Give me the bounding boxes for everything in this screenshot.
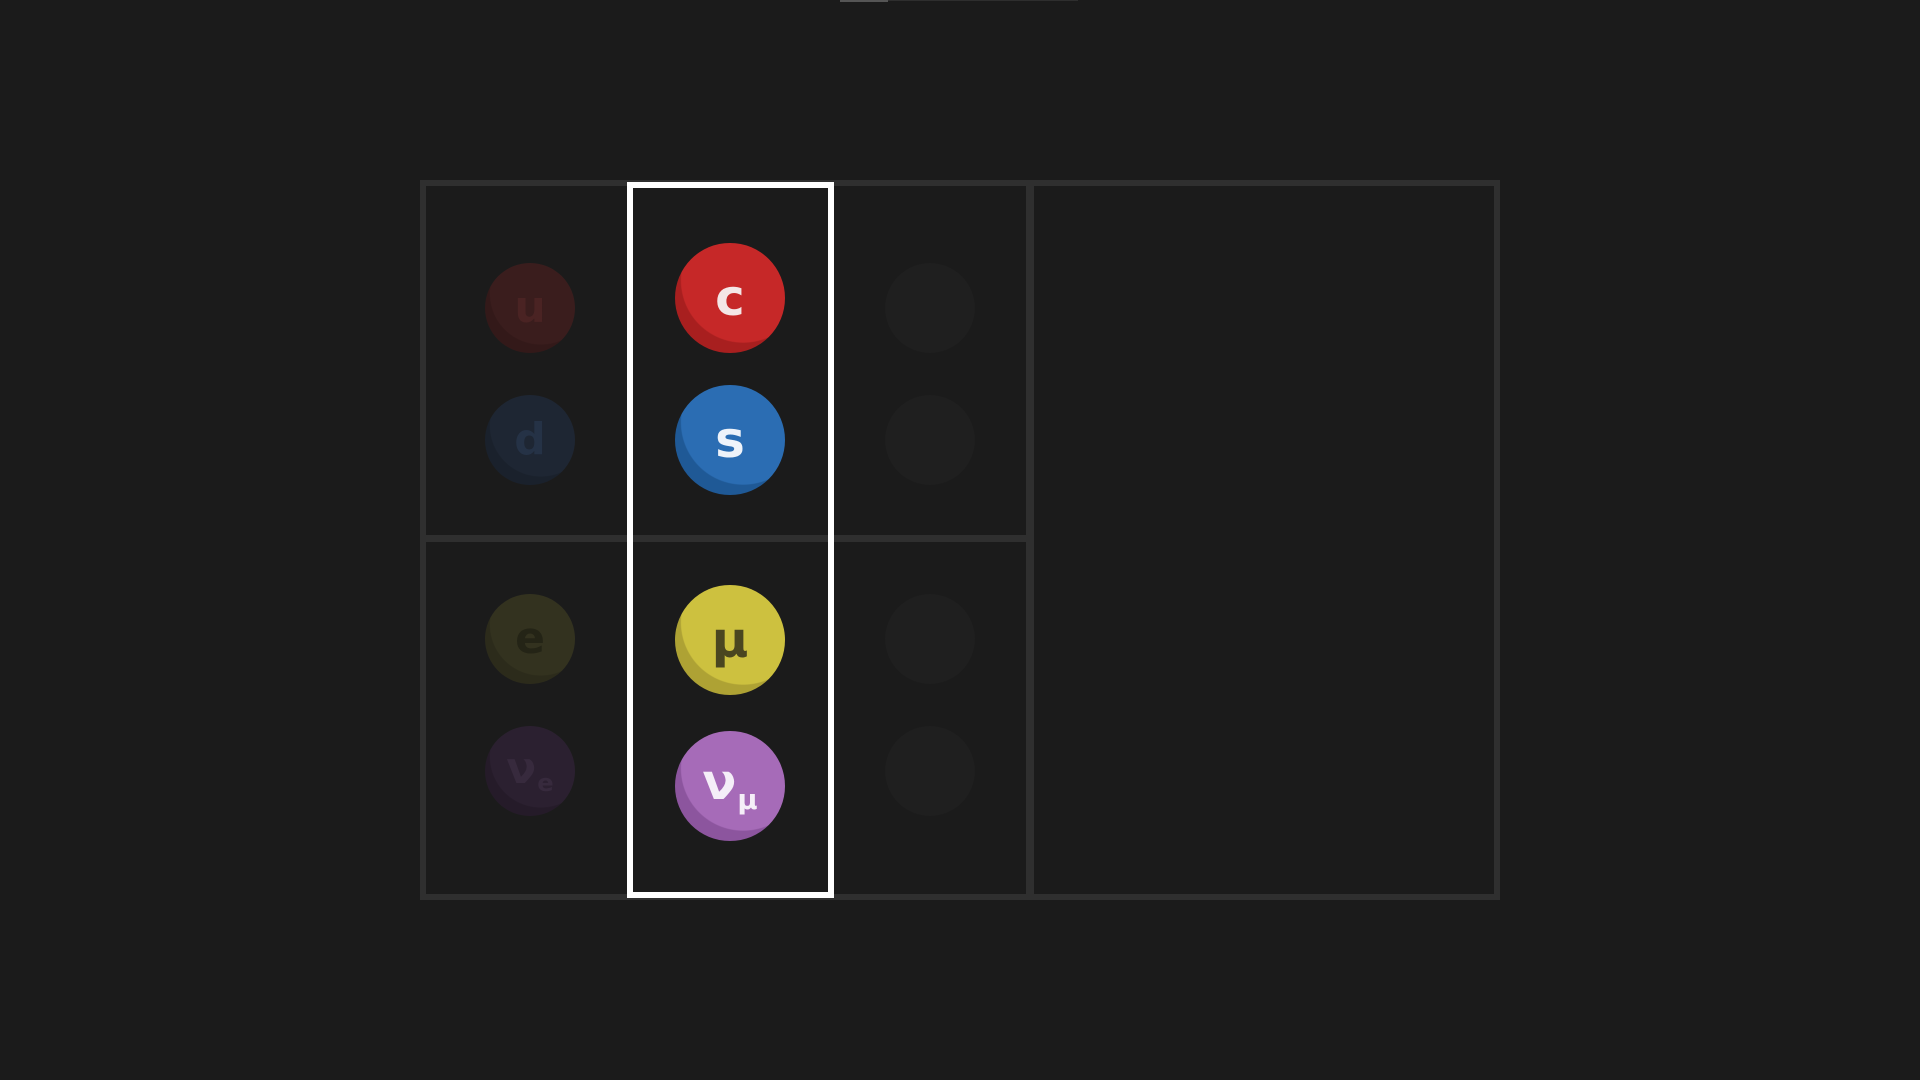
electron-particle: e <box>485 594 575 684</box>
down-quark-particle: d <box>485 395 575 485</box>
muon-neutrino-symbol: ν <box>702 753 737 812</box>
progress-tick <box>840 0 888 2</box>
quark-lepton-divider <box>420 535 1030 542</box>
third-generation-lepton-placeholder <box>885 594 975 684</box>
up-quark-particle: u <box>485 263 575 353</box>
electron-neutrino-subscript: e <box>537 769 554 798</box>
charm-quark-symbol: c <box>715 269 745 327</box>
strange-quark-symbol: s <box>715 411 745 469</box>
up-quark-symbol: u <box>514 282 546 333</box>
down-quark-symbol: d <box>514 414 546 465</box>
third-generation-quark-placeholder <box>885 395 975 485</box>
third-generation-quark-placeholder <box>885 263 975 353</box>
electron-symbol: e <box>515 613 545 664</box>
muon-symbol: μ <box>711 611 749 669</box>
electron-neutrino-particle: νe <box>485 726 575 816</box>
muon-particle: μ <box>675 585 785 695</box>
progress-track <box>888 0 1078 1</box>
muon-neutrino-subscript: μ <box>737 784 758 817</box>
muon-neutrino-particle: νμ <box>675 731 785 841</box>
charm-quark-particle: c <box>675 243 785 353</box>
second-generation-highlight <box>627 182 834 898</box>
electron-neutrino-symbol: ν <box>506 742 537 794</box>
third-generation-lepton-placeholder <box>885 726 975 816</box>
boson-column-divider <box>1026 180 1034 900</box>
strange-quark-particle: s <box>675 385 785 495</box>
